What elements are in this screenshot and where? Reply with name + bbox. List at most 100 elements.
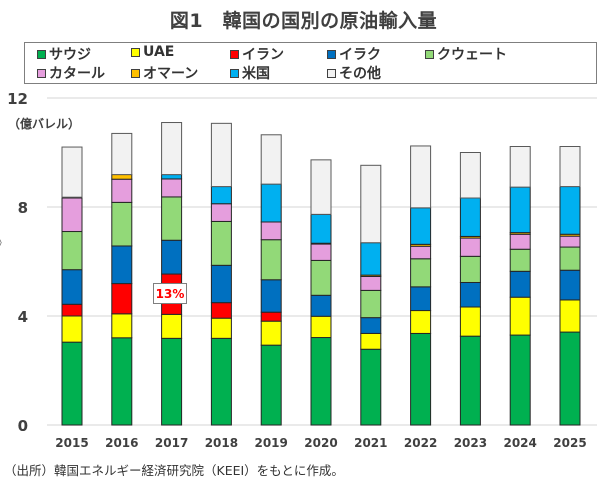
bar-segment-2022-3: [410, 286, 432, 312]
bar-segment-2023-1: [459, 306, 481, 337]
bar-segment-2019-8: [260, 134, 282, 185]
y-tick-label: 0: [18, 417, 28, 435]
bar-segment-2018-1: [210, 317, 232, 339]
bar-segment-2021-7: [360, 242, 382, 276]
bar-segment-2015-5: [61, 197, 83, 233]
legend-item-other: その他: [327, 63, 381, 83]
bar-segment-2016-3: [111, 245, 133, 285]
bar-segment-2023-3: [459, 281, 481, 308]
bar-segment-2020-8: [310, 159, 332, 215]
bar-segment-2023-0: [459, 335, 481, 426]
source-note: （出所）韓国エネルギー経済研究院（KEEI）をもとに作成。: [4, 463, 344, 478]
bar-segment-2023-7: [459, 197, 481, 237]
bar-segment-2019-5: [260, 221, 282, 241]
bar-segment-2018-8: [210, 122, 232, 188]
annotation-iran-share-2017: 13%: [153, 283, 187, 304]
legend-item-qatar: カタール: [37, 63, 105, 83]
legend-label: クウェート: [437, 47, 507, 63]
bar-segment-2019-1: [260, 320, 282, 346]
bar-segment-2018-4: [210, 220, 232, 266]
bar-segment-2025-4: [559, 246, 581, 271]
legend-item-usa: 米国: [230, 63, 270, 83]
x-tick-label: 2025: [553, 436, 586, 450]
bar-segment-2023-4: [459, 255, 481, 283]
bar-segment-2017-7: [161, 174, 183, 180]
bar-segment-2016-6: [111, 174, 133, 180]
legend-swatch-iraq: [327, 49, 336, 59]
bar-segment-2020-5: [310, 243, 332, 261]
bar-segment-2018-7: [210, 186, 232, 205]
bar-segment-2016-8: [111, 132, 133, 176]
y-tick-label: 8: [18, 199, 28, 217]
bar-segment-2020-0: [310, 337, 332, 426]
legend: サウジ UAE イラン イラク クウェート カタール オマーン 米国 その他: [24, 42, 597, 84]
bar-segment-2020-1: [310, 315, 332, 339]
bar-segment-2025-0: [559, 331, 581, 426]
bar-segment-2015-1: [61, 315, 83, 343]
bar-segment-2025-1: [559, 299, 581, 333]
bar-segment-2018-5: [210, 203, 232, 222]
x-tick-label: 2021: [354, 436, 387, 450]
legend-item-saudi: サウジ: [37, 44, 91, 64]
bar-segment-2022-8: [410, 145, 432, 209]
bar-segment-2024-5: [509, 233, 531, 250]
bar-segment-2022-7: [410, 207, 432, 245]
bar-segment-2016-4: [111, 201, 133, 247]
bar-segment-2017-4: [161, 196, 183, 241]
x-tick-label: 2024: [503, 436, 536, 450]
legend-label: オマーン: [143, 66, 199, 82]
bar-segment-2022-4: [410, 258, 432, 288]
legend-label: サウジ: [49, 47, 91, 63]
bar-segment-2024-4: [509, 248, 531, 272]
bar-segment-2021-3: [360, 317, 382, 334]
y-axis-unit-label: （億バレル）: [8, 117, 81, 131]
legend-swatch-saudi: [37, 49, 46, 59]
x-axis-ticks: 2015 2016 2017 2018 2019 2020 2021 2022 2023 2024…: [55, 436, 586, 450]
bar-segment-2019-3: [260, 279, 282, 313]
bar-stack-2015: [61, 146, 83, 426]
legend-swatch-qatar: [37, 68, 46, 78]
legend-item-iraq: イラク: [327, 44, 381, 64]
bar-segment-2025-3: [559, 269, 581, 301]
bar-stack-2020: [310, 159, 332, 426]
x-tick-label: 2023: [454, 436, 487, 450]
bar-segment-2019-2: [260, 311, 282, 322]
bar-stack-2016: [111, 132, 133, 426]
legend-label: その他: [339, 66, 381, 82]
bar-segment-2025-8: [559, 146, 581, 188]
legend-label: カタール: [49, 66, 105, 82]
bar-segment-2021-4: [360, 289, 382, 319]
legend-swatch-iran: [230, 49, 239, 59]
bar-segment-2017-0: [161, 337, 183, 426]
bar-segment-2021-1: [360, 332, 382, 350]
bar-segment-2021-8: [360, 164, 382, 244]
legend-label: イラン: [242, 47, 284, 63]
bar-segment-2017-5: [161, 178, 183, 198]
legend-item-iran: イラン: [230, 44, 284, 64]
bar-segment-2020-3: [310, 294, 332, 317]
cropped-edge-glyph: 》: [0, 234, 8, 251]
legend-label: イラク: [339, 47, 381, 63]
bar-stack-2018: [210, 122, 232, 426]
bar-segment-2020-7: [310, 213, 332, 244]
bar-segment-2024-0: [509, 334, 531, 426]
bar-stack-2024: [509, 146, 531, 426]
bar-segment-2022-0: [410, 332, 432, 426]
x-tick-label: 2016: [105, 436, 138, 450]
bar-segment-2018-2: [210, 302, 232, 319]
y-tick-label: 12: [7, 90, 28, 108]
bar-segment-2015-2: [61, 303, 83, 317]
legend-swatch-uae: [131, 47, 140, 57]
legend-swatch-other: [327, 68, 336, 78]
x-tick-label: 2017: [155, 436, 188, 450]
bar-segment-2024-7: [509, 186, 531, 234]
bar-stack-2023: [459, 152, 481, 426]
x-tick-label: 2019: [254, 436, 287, 450]
chart-title: 図1 韓国の国別の原油輸入量: [169, 10, 438, 32]
bar-segment-2017-8: [161, 122, 183, 176]
bar-segment-2019-0: [260, 344, 282, 426]
bar-segment-2022-5: [410, 245, 432, 260]
bar-segment-2017-3: [161, 239, 183, 275]
bar-segment-2018-0: [210, 337, 232, 426]
bar-segment-2016-0: [111, 337, 133, 426]
